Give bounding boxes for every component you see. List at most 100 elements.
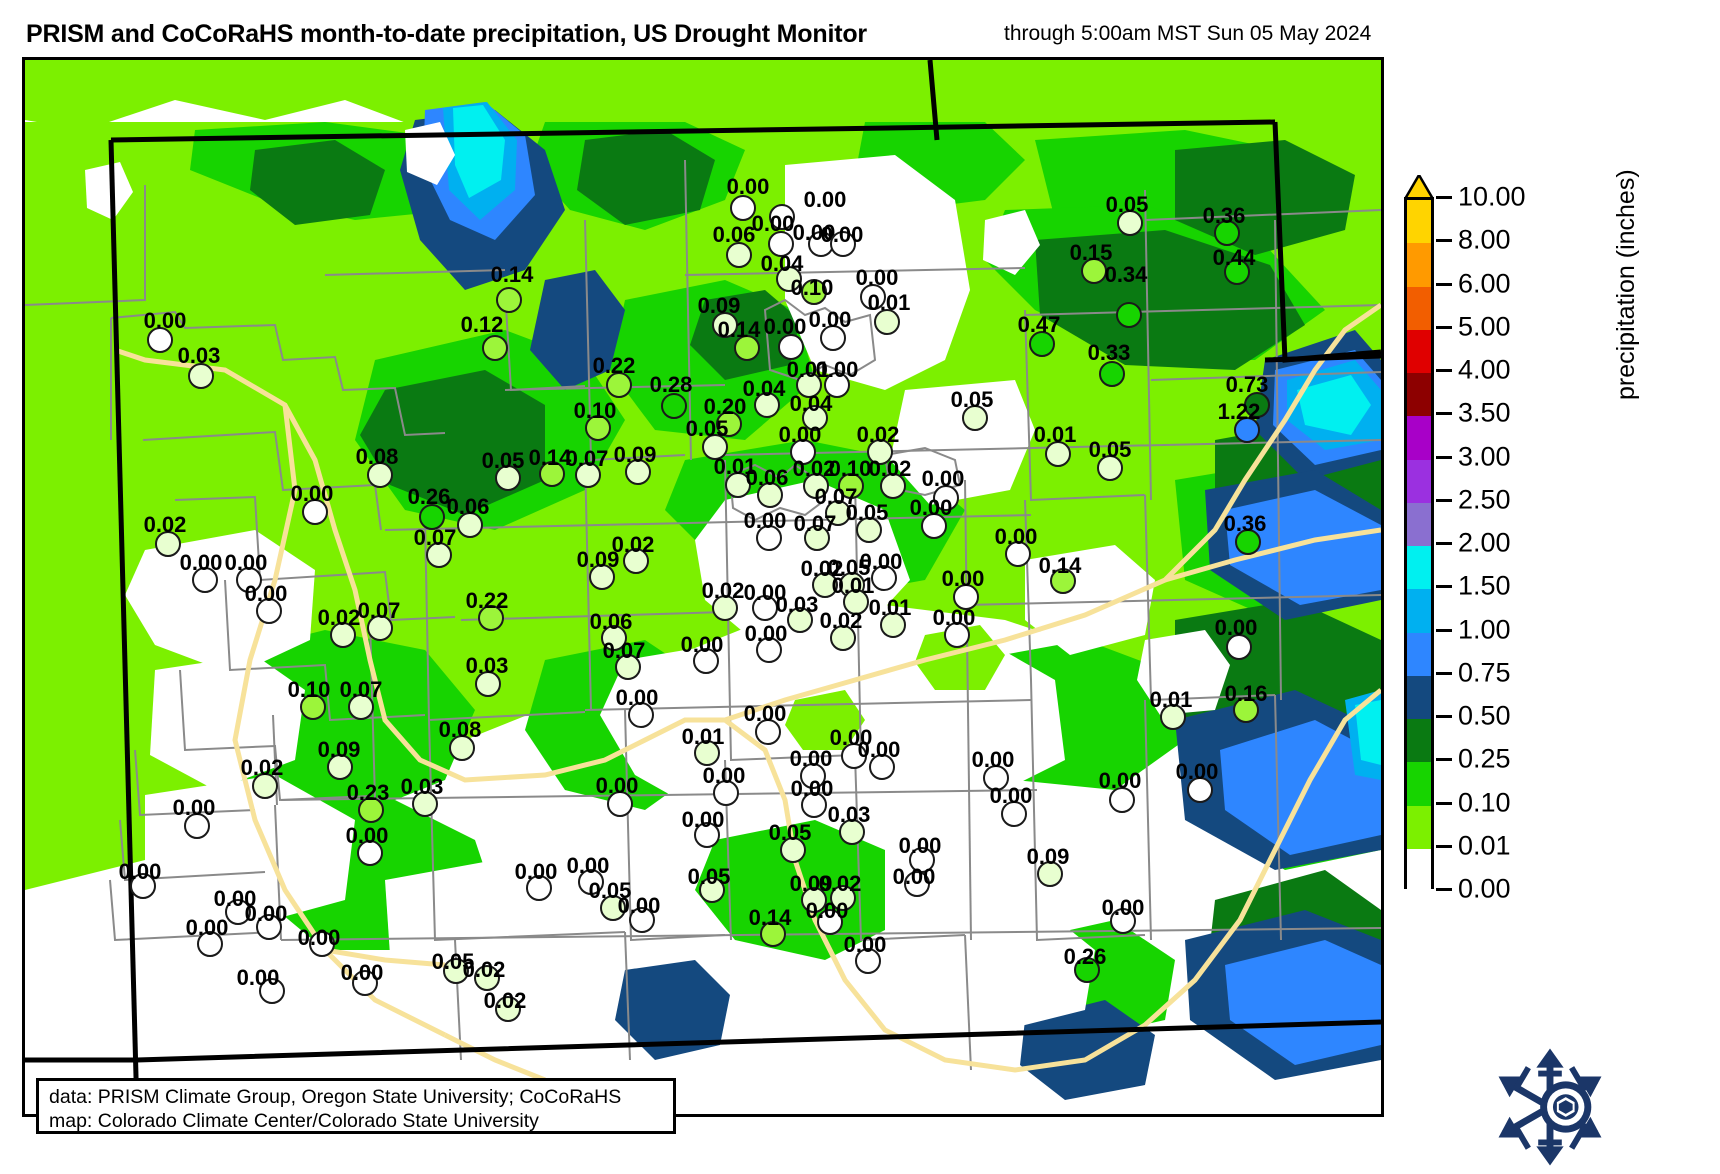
- station-marker[interactable]: [606, 372, 632, 398]
- station-marker[interactable]: [443, 958, 469, 984]
- station-marker[interactable]: [412, 791, 438, 817]
- station-marker[interactable]: [1234, 417, 1260, 443]
- station-marker[interactable]: [830, 885, 856, 911]
- station-marker[interactable]: [760, 921, 786, 947]
- station-marker[interactable]: [830, 625, 856, 651]
- station-marker[interactable]: [629, 907, 655, 933]
- station-marker[interactable]: [904, 871, 930, 897]
- station-marker[interactable]: [713, 780, 739, 806]
- station-marker[interactable]: [1116, 302, 1142, 328]
- station-marker[interactable]: [933, 485, 959, 511]
- station-marker[interactable]: [699, 877, 725, 903]
- station-marker[interactable]: [197, 931, 223, 957]
- station-marker[interactable]: [694, 822, 720, 848]
- station-marker[interactable]: [712, 595, 738, 621]
- station-marker[interactable]: [426, 542, 452, 568]
- station-marker[interactable]: [367, 615, 393, 641]
- station-marker[interactable]: [309, 931, 335, 957]
- station-marker[interactable]: [1235, 529, 1261, 555]
- station-marker[interactable]: [880, 612, 906, 638]
- station-marker[interactable]: [1037, 861, 1063, 887]
- station-marker[interactable]: [869, 754, 895, 780]
- station-marker[interactable]: [348, 694, 374, 720]
- station-marker[interactable]: [693, 648, 719, 674]
- station-marker[interactable]: [327, 754, 353, 780]
- station-marker[interactable]: [358, 797, 384, 823]
- station-marker[interactable]: [184, 813, 210, 839]
- station-marker[interactable]: [856, 517, 882, 543]
- station-marker[interactable]: [871, 565, 897, 591]
- station-marker[interactable]: [259, 978, 285, 1004]
- station-marker[interactable]: [817, 909, 843, 935]
- station-marker[interactable]: [192, 567, 218, 593]
- station-marker[interactable]: [236, 567, 262, 593]
- station-marker[interactable]: [449, 735, 475, 761]
- station-marker[interactable]: [801, 279, 827, 305]
- station-marker[interactable]: [802, 405, 828, 431]
- station-marker[interactable]: [478, 605, 504, 631]
- station-marker[interactable]: [841, 743, 867, 769]
- station-marker[interactable]: [776, 266, 802, 292]
- station-marker[interactable]: [754, 392, 780, 418]
- station-marker[interactable]: [716, 411, 742, 437]
- station-marker[interactable]: [796, 372, 822, 398]
- station-marker[interactable]: [803, 473, 829, 499]
- station-marker[interactable]: [725, 472, 751, 498]
- station-marker[interactable]: [824, 372, 850, 398]
- station-marker[interactable]: [357, 840, 383, 866]
- station-marker[interactable]: [256, 598, 282, 624]
- station-marker[interactable]: [726, 242, 752, 268]
- station-marker[interactable]: [496, 287, 522, 313]
- station-marker[interactable]: [188, 363, 214, 389]
- station-marker[interactable]: [787, 607, 813, 633]
- station-marker[interactable]: [778, 334, 804, 360]
- station-marker[interactable]: [756, 637, 782, 663]
- station-marker[interactable]: [1099, 361, 1125, 387]
- station-marker[interactable]: [474, 965, 500, 991]
- station-marker[interactable]: [300, 694, 326, 720]
- station-marker[interactable]: [419, 504, 445, 530]
- station-marker[interactable]: [589, 564, 615, 590]
- station-marker[interactable]: [983, 765, 1009, 791]
- station-marker[interactable]: [1160, 704, 1186, 730]
- precipitation-map[interactable]: 0.00 0.00 0.00 0.06 0.00 0.00 0.04 0.05 0.36 0.44…: [22, 57, 1384, 1117]
- station-marker[interactable]: [812, 572, 838, 598]
- station-marker[interactable]: [625, 459, 651, 485]
- station-marker[interactable]: [1050, 568, 1076, 594]
- station-marker[interactable]: [367, 462, 393, 488]
- station-marker[interactable]: [457, 512, 483, 538]
- station-marker[interactable]: [1097, 455, 1123, 481]
- station-marker[interactable]: [482, 335, 508, 361]
- station-marker[interactable]: [734, 335, 760, 361]
- station-marker[interactable]: [1187, 777, 1213, 803]
- station-marker[interactable]: [756, 525, 782, 551]
- station-marker[interactable]: [539, 461, 565, 487]
- station-marker[interactable]: [800, 763, 826, 789]
- station-marker[interactable]: [1045, 441, 1071, 467]
- station-marker[interactable]: [702, 434, 728, 460]
- station-marker[interactable]: [1226, 634, 1252, 660]
- station-marker[interactable]: [860, 284, 886, 310]
- station-marker[interactable]: [921, 513, 947, 539]
- station-marker[interactable]: [526, 875, 552, 901]
- station-marker[interactable]: [495, 996, 521, 1022]
- station-marker[interactable]: [830, 231, 856, 257]
- station-marker[interactable]: [880, 473, 906, 499]
- station-marker[interactable]: [607, 791, 633, 817]
- station-marker[interactable]: [801, 887, 827, 913]
- station-marker[interactable]: [475, 671, 501, 697]
- station-marker[interactable]: [780, 837, 806, 863]
- station-marker[interactable]: [855, 948, 881, 974]
- station-marker[interactable]: [1074, 957, 1100, 983]
- station-marker[interactable]: [755, 719, 781, 745]
- station-marker[interactable]: [575, 462, 601, 488]
- station-marker[interactable]: [694, 740, 720, 766]
- station-marker[interactable]: [825, 500, 851, 526]
- station-marker[interactable]: [839, 819, 865, 845]
- station-marker[interactable]: [1233, 697, 1259, 723]
- station-marker[interactable]: [838, 473, 864, 499]
- station-marker[interactable]: [820, 325, 846, 351]
- station-marker[interactable]: [130, 873, 156, 899]
- station-marker[interactable]: [601, 625, 627, 651]
- station-marker[interactable]: [252, 773, 278, 799]
